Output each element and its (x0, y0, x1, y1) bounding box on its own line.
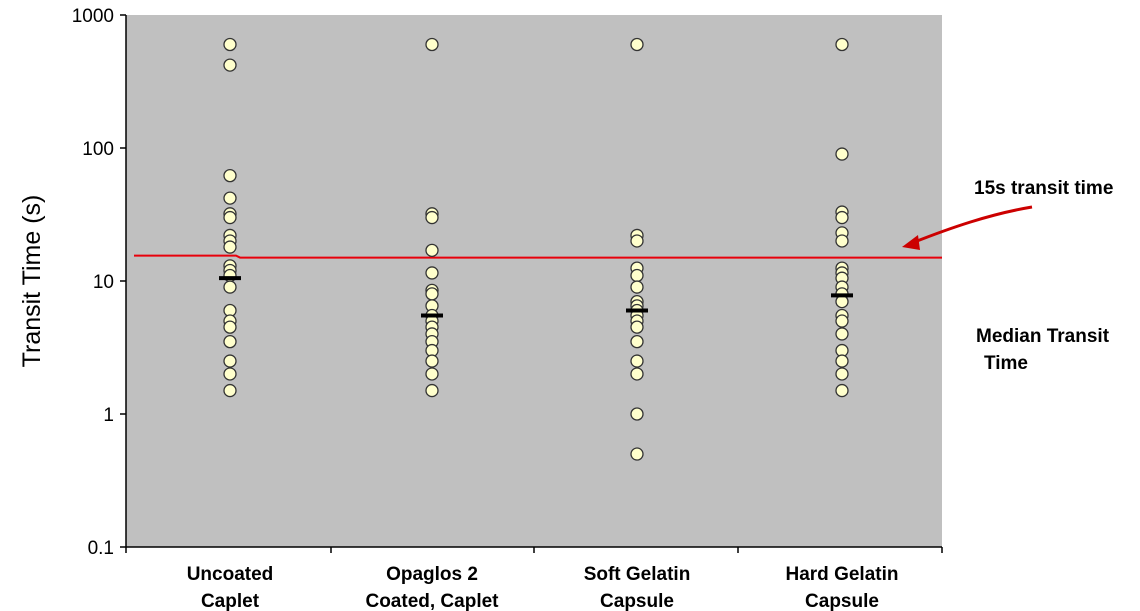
data-point (835, 234, 849, 248)
x-category-label: Soft Gelatin (584, 564, 691, 585)
data-point (835, 147, 849, 161)
data-point (223, 320, 237, 334)
x-category-label: Coated, Caplet (365, 591, 499, 611)
data-point (223, 367, 237, 381)
threshold-annotation: 15s transit time (974, 178, 1113, 199)
y-tick-label: 1 (103, 405, 114, 426)
median-annotation: Median Transit (976, 326, 1110, 347)
data-point (223, 354, 237, 368)
x-category-label: Capsule (805, 591, 879, 611)
y-tick-label: 0.1 (88, 538, 114, 559)
data-point (835, 354, 849, 368)
y-tick-label: 1000 (72, 6, 114, 27)
data-point (223, 334, 237, 349)
data-point (425, 354, 439, 368)
data-point (630, 367, 644, 381)
data-point (630, 354, 644, 368)
data-point (425, 266, 439, 280)
data-point (630, 37, 644, 52)
data-point (630, 334, 644, 349)
data-point (425, 287, 439, 301)
data-point (223, 58, 237, 72)
data-point (835, 383, 849, 398)
data-point (835, 210, 849, 225)
data-point (223, 168, 237, 183)
x-category-label: Uncoated (187, 564, 274, 585)
data-point (425, 383, 439, 398)
x-category-label: Opaglos 2 (386, 564, 478, 585)
data-point (223, 240, 237, 254)
data-point (630, 268, 644, 283)
threshold-line (134, 254, 942, 259)
data-point (835, 314, 849, 328)
y-tick-label: 10 (93, 272, 114, 293)
data-point (630, 447, 644, 461)
data-point (835, 327, 849, 341)
data-point (835, 37, 849, 52)
data-point (425, 210, 439, 225)
data-point (630, 234, 644, 248)
x-category-label: Caplet (201, 591, 260, 611)
data-point (630, 320, 644, 334)
data-point (835, 294, 849, 309)
data-point (223, 210, 237, 225)
data-point (630, 280, 644, 294)
plot-area (126, 15, 942, 547)
data-point (630, 407, 644, 421)
data-point (835, 367, 849, 381)
data-point (425, 243, 439, 258)
data-point (223, 191, 237, 205)
y-tick-label: 100 (82, 139, 114, 160)
data-point (223, 280, 237, 294)
x-category-label: Hard Gelatin (786, 564, 899, 585)
y-axis-title: Transit Time (s) (18, 195, 46, 368)
data-point (425, 367, 439, 381)
data-point (425, 37, 439, 52)
x-category-label: Capsule (600, 591, 674, 611)
data-point (223, 383, 237, 398)
threshold-arrow (911, 205, 1033, 245)
median-annotation: Time (984, 353, 1028, 374)
data-point (223, 37, 237, 52)
threshold-arrowhead (902, 235, 920, 250)
